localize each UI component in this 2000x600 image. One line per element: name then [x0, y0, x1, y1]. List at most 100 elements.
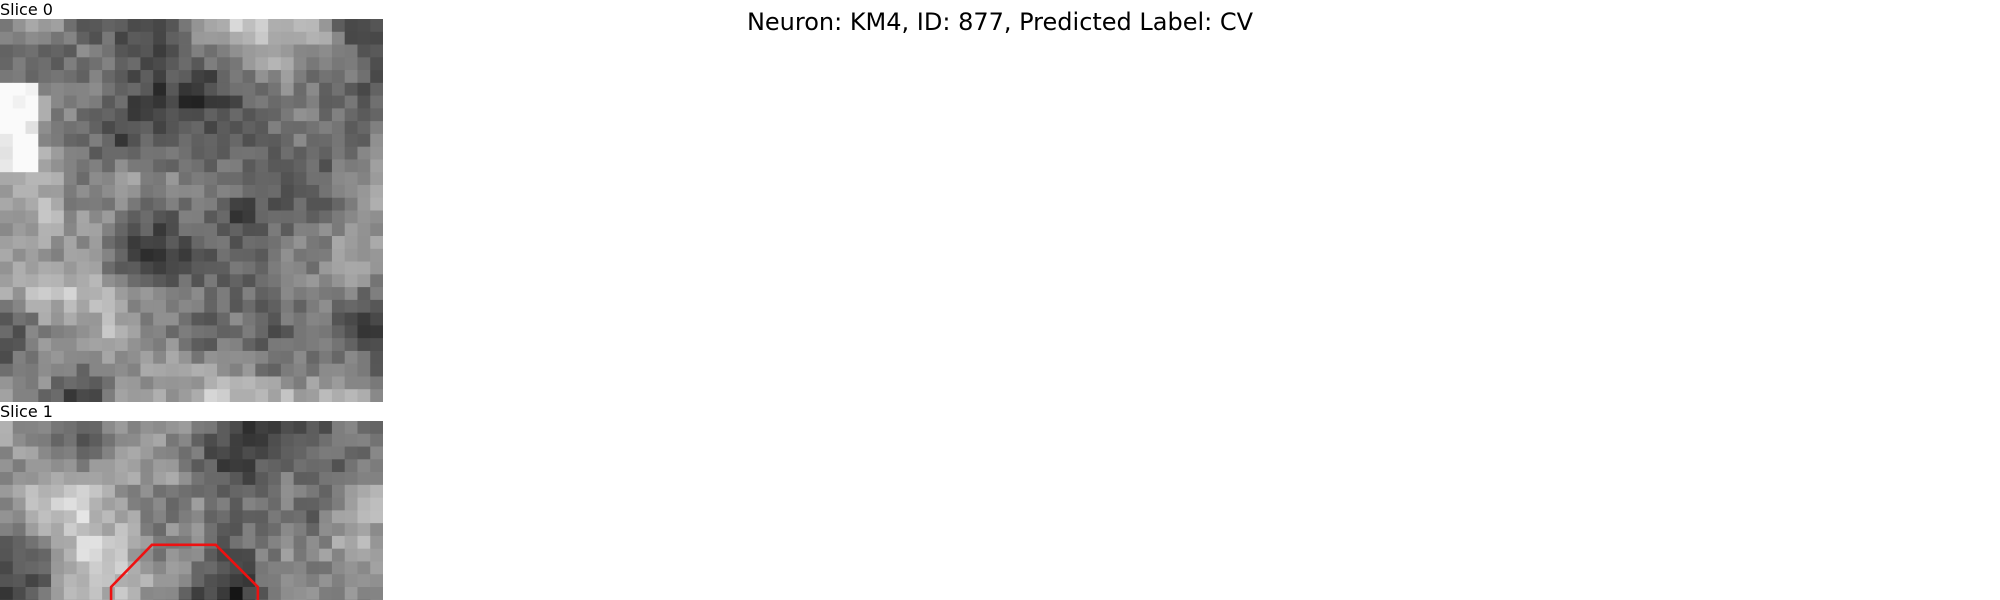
pixel	[114, 31, 129, 45]
pixel	[89, 510, 103, 524]
panel-title: Slice 1	[0, 402, 53, 421]
pixel	[331, 548, 346, 562]
pixel	[51, 82, 65, 96]
pixel	[344, 146, 358, 160]
pixel	[204, 19, 218, 33]
pixel	[280, 459, 295, 473]
pixel	[63, 574, 77, 588]
pixel	[255, 421, 269, 435]
pixel	[63, 248, 77, 262]
pixel	[178, 389, 192, 402]
pixel	[51, 274, 65, 288]
pixel	[344, 433, 358, 447]
pixel	[217, 484, 231, 498]
pixel	[306, 312, 320, 326]
pixel	[191, 523, 205, 537]
pixel	[25, 44, 39, 58]
pixel	[255, 95, 269, 109]
pixel	[306, 108, 320, 122]
pixel	[217, 57, 231, 71]
pixel	[51, 95, 65, 109]
pixel	[319, 484, 333, 498]
pixel	[204, 121, 218, 135]
pixel	[25, 210, 39, 224]
pixel	[89, 433, 103, 447]
pixel	[38, 497, 52, 511]
pixel	[127, 95, 141, 109]
pixel	[38, 287, 52, 301]
pixel	[102, 184, 116, 199]
pixel	[12, 433, 26, 447]
pixel	[255, 459, 269, 473]
pixel	[12, 523, 26, 537]
pixel	[51, 19, 65, 33]
pixel	[229, 172, 243, 186]
pixel	[25, 19, 39, 33]
pixel	[204, 325, 218, 339]
pixel	[344, 236, 358, 250]
pixel	[89, 197, 103, 211]
pixel	[191, 133, 205, 148]
pixel	[217, 535, 231, 550]
pixel	[0, 389, 14, 402]
pixel	[217, 586, 231, 600]
pixel	[242, 510, 256, 524]
pixel	[204, 523, 218, 537]
pixel	[204, 133, 218, 148]
pixel	[0, 19, 14, 33]
pixel	[217, 433, 231, 447]
pixel	[191, 210, 205, 224]
pixel	[153, 236, 167, 250]
pixel	[242, 248, 256, 262]
pixel	[242, 350, 256, 365]
pixel	[102, 338, 116, 352]
pixel	[140, 287, 154, 301]
pixel	[12, 133, 26, 148]
pixel	[127, 376, 141, 390]
pixel	[357, 389, 371, 402]
pixel	[127, 325, 141, 339]
pixel	[370, 535, 383, 550]
pixel	[293, 548, 307, 562]
pixel	[370, 574, 383, 588]
pixel	[153, 421, 167, 435]
pixel	[25, 236, 39, 250]
pixel	[344, 172, 358, 186]
pixel	[331, 248, 346, 262]
pixel	[357, 274, 371, 288]
pixel	[89, 133, 103, 148]
pixel	[229, 459, 243, 473]
pixel	[217, 121, 231, 135]
pixel	[229, 210, 243, 224]
pixel	[114, 510, 129, 524]
pixel	[280, 376, 295, 390]
pixel	[331, 19, 346, 33]
pixel	[217, 172, 231, 186]
pixel	[127, 248, 141, 262]
pixel	[38, 338, 52, 352]
pixel	[191, 95, 205, 109]
pixel	[127, 510, 141, 524]
pixel	[306, 287, 320, 301]
pixel	[255, 159, 269, 173]
pixel	[204, 95, 218, 109]
pixel	[331, 312, 346, 326]
pixel	[191, 108, 205, 122]
slice-image	[0, 421, 383, 600]
pixel	[255, 19, 269, 33]
pixel	[370, 363, 383, 377]
pixel	[344, 363, 358, 377]
pixel	[12, 548, 26, 562]
pixel	[344, 548, 358, 562]
pixel	[229, 287, 243, 301]
pixel	[0, 586, 14, 600]
pixel	[114, 325, 129, 339]
pixel	[306, 376, 320, 390]
pixel	[268, 523, 282, 537]
pixel	[63, 197, 77, 211]
pixel	[268, 299, 282, 314]
pixel	[12, 299, 26, 314]
pixel	[178, 44, 192, 58]
pixel	[370, 586, 383, 600]
pixel	[229, 433, 243, 447]
